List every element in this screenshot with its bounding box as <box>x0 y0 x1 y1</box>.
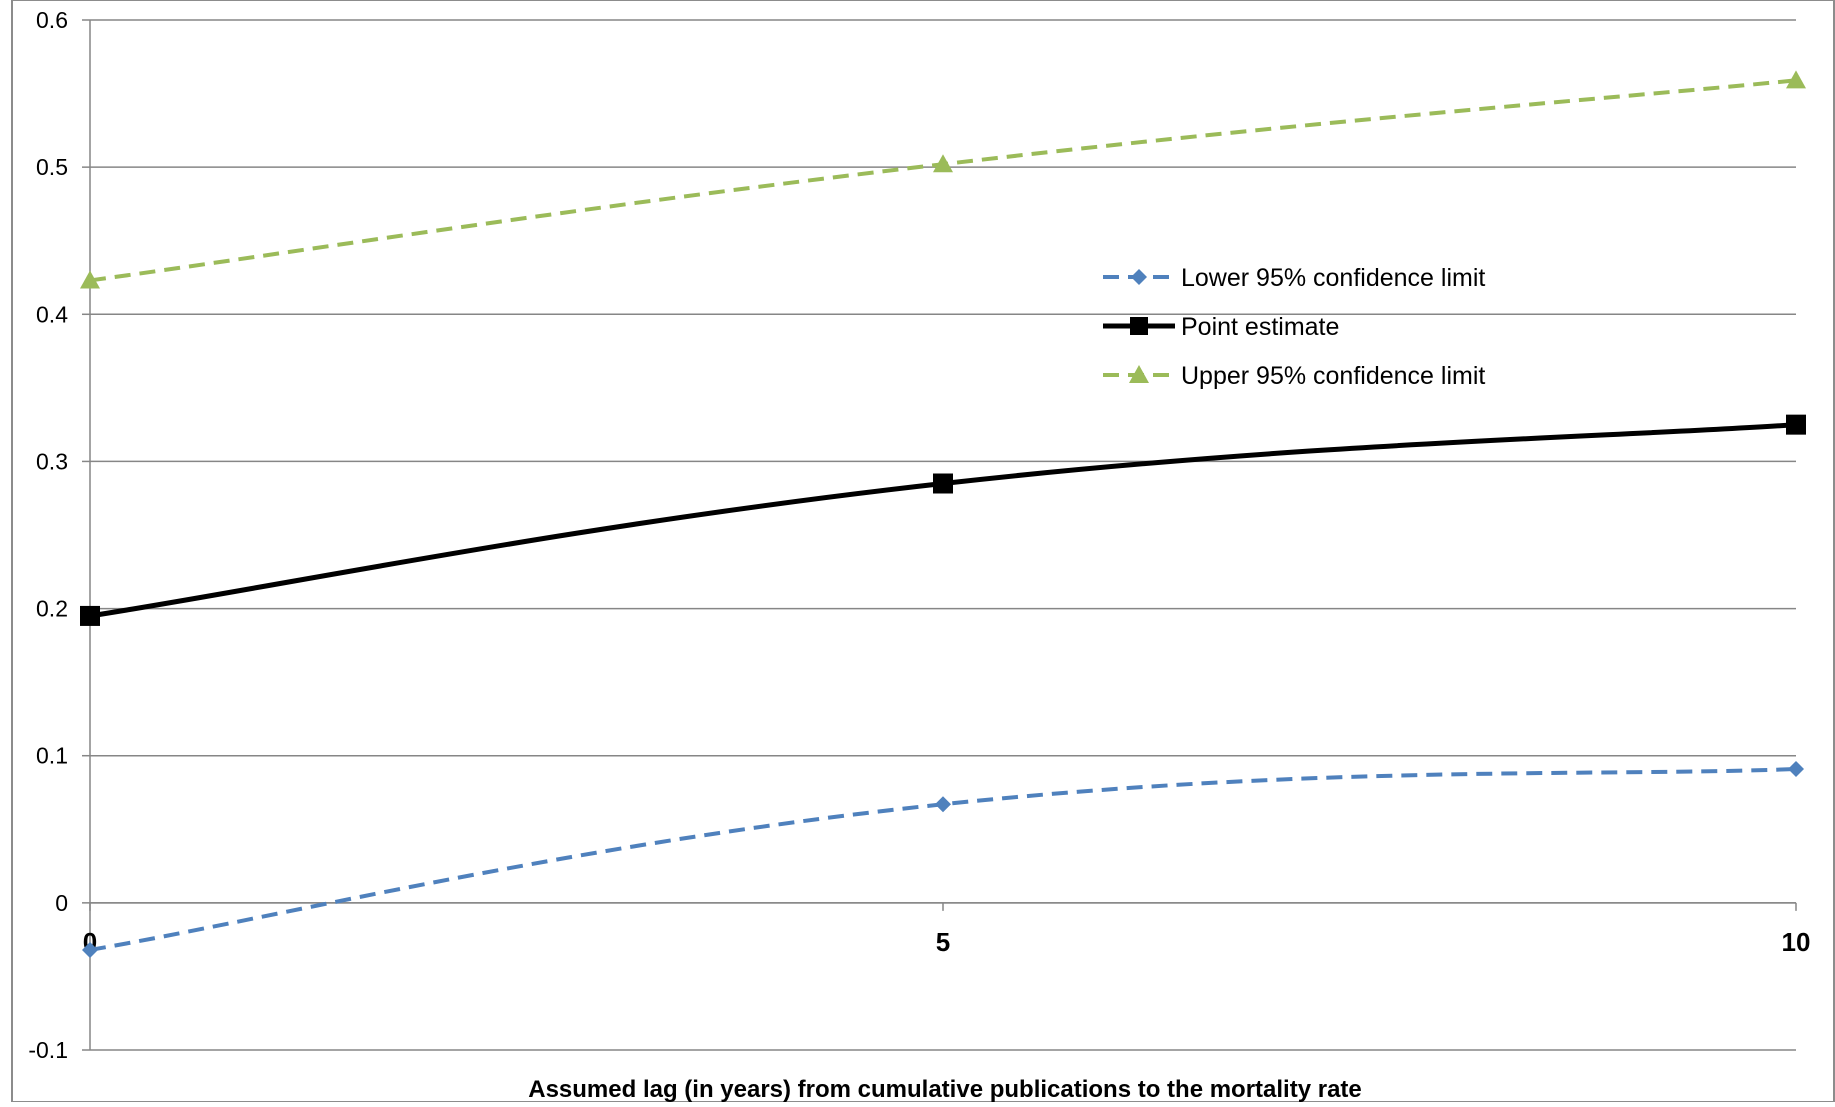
data-point-triangle <box>933 154 953 173</box>
data-point-diamond <box>82 941 98 958</box>
y-tick-label: -0.1 <box>28 1037 68 1063</box>
data-point-square <box>933 473 953 494</box>
y-tick-label: 0.1 <box>36 743 68 769</box>
legend-label: Lower 95% confidence limit <box>1181 264 1485 292</box>
legend-label: Upper 95% confidence limit <box>1181 362 1485 390</box>
y-tick-label: 0.2 <box>36 596 68 622</box>
legend-marker-square <box>1130 317 1148 335</box>
y-tick-label: 0 <box>55 890 68 916</box>
legend-marker-diamond <box>1131 269 1147 285</box>
legend-label: Point estimate <box>1181 313 1339 341</box>
x-axis-label: Assumed lag (in years) from cumulative p… <box>528 1076 1362 1102</box>
data-point-triangle <box>80 270 100 289</box>
legend: Lower 95% confidence limit Point estimate… <box>1103 264 1485 390</box>
data-point-square <box>1786 414 1806 435</box>
x-tick-label: 5 <box>936 927 950 957</box>
data-point-diamond <box>1788 760 1804 777</box>
series <box>80 70 1806 958</box>
y-tick-label: 0.6 <box>36 7 68 33</box>
data-point-diamond <box>935 796 951 813</box>
data-point-square <box>80 605 100 626</box>
axes: 0.60.50.40.30.20.10-0.10 5 10 <box>28 7 1810 1063</box>
y-tick-label: 0.5 <box>36 154 68 180</box>
data-point-triangle <box>1786 70 1806 89</box>
chart-border <box>11 0 1835 1103</box>
legend-marker-triangle <box>1129 365 1149 383</box>
x-tick-label: 10 <box>1782 927 1811 957</box>
y-tick-label: 0.3 <box>36 448 68 474</box>
y-tick-label: 0.4 <box>36 301 68 327</box>
